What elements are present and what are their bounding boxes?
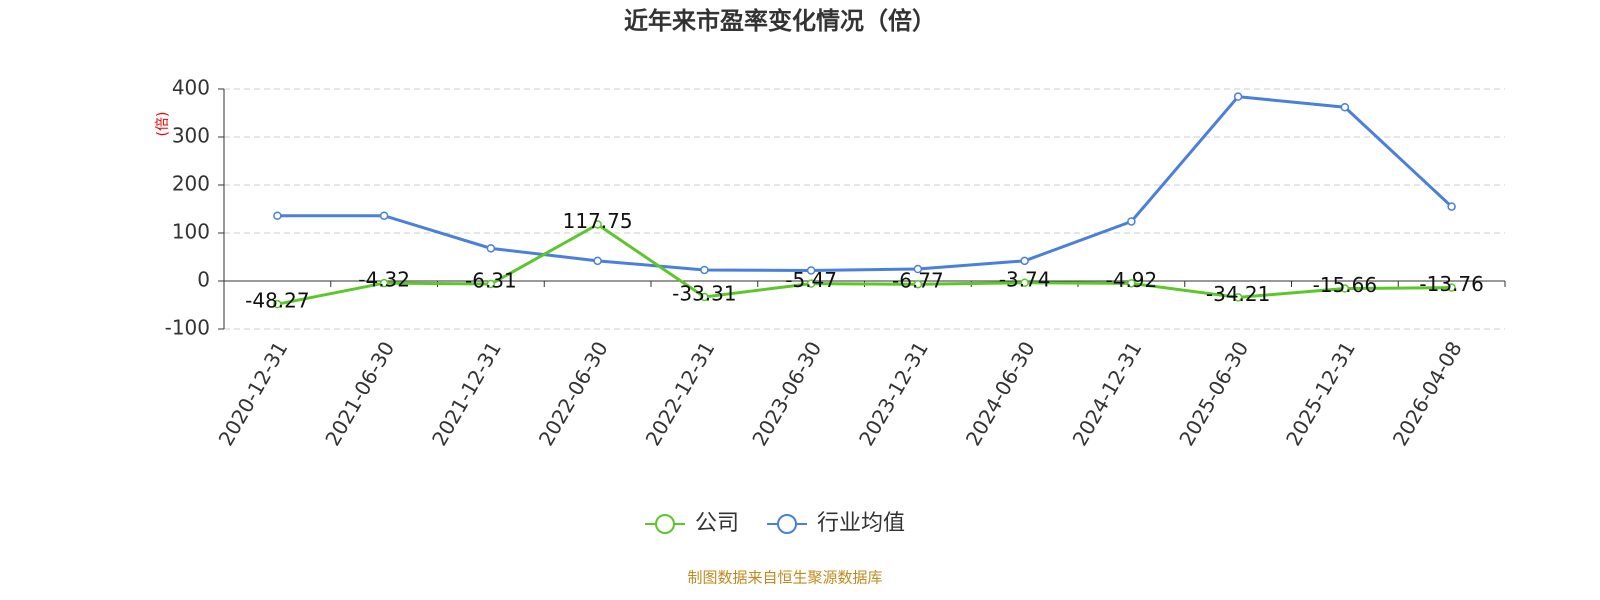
data-label: -4.92 <box>1106 268 1158 292</box>
chart-title: 近年来市盈率变化情况（倍） <box>624 7 936 35</box>
x-tick-label: 2024-06-30 <box>961 337 1040 450</box>
y-axis-label: (倍) <box>155 112 171 137</box>
point <box>806 266 816 275</box>
x-tick-label: 2020-12-31 <box>214 337 293 450</box>
data-label: -3.74 <box>999 267 1051 291</box>
y-tick-label: 400 <box>172 76 210 100</box>
point <box>273 211 282 220</box>
data-label: -48.27 <box>245 289 309 313</box>
legend-marker <box>777 514 798 534</box>
x-tick-label: 2022-06-30 <box>534 337 613 450</box>
point <box>1447 283 1456 292</box>
y-tick-label: 0 <box>197 268 210 292</box>
data-label: -15.66 <box>1313 273 1377 297</box>
y-tick-label: 200 <box>172 172 210 196</box>
data-label: 117.75 <box>563 209 633 233</box>
legend-label: 行业均值 <box>817 511 905 536</box>
data-label: -6.77 <box>892 269 944 293</box>
point <box>379 211 389 220</box>
series-line <box>277 95 1453 272</box>
source-note: 制图数据来自恒生聚源数据库 <box>687 569 882 587</box>
legend-marker <box>655 514 675 534</box>
x-tick-label: 2021-06-30 <box>320 337 399 450</box>
x-tick-label: 2023-12-31 <box>854 337 933 450</box>
point <box>593 220 602 229</box>
point <box>1233 293 1243 302</box>
point <box>806 279 816 288</box>
point <box>379 278 389 288</box>
point <box>1447 202 1456 211</box>
point <box>593 256 602 266</box>
x-tick-label: 2024-12-31 <box>1068 337 1147 450</box>
point <box>913 264 923 274</box>
point <box>1233 92 1243 101</box>
x-tick-label: 2023-06-30 <box>747 337 826 450</box>
data-label: -5.47 <box>785 268 837 292</box>
point <box>1127 217 1136 226</box>
data-label: -6.31 <box>465 269 517 293</box>
point <box>486 244 496 253</box>
point <box>486 279 496 289</box>
data-label: -34.21 <box>1206 282 1270 306</box>
point <box>700 265 709 275</box>
point <box>1340 102 1350 112</box>
point <box>1020 278 1029 288</box>
x-tick-label: 2021-12-31 <box>427 337 506 450</box>
x-tick-label: 2025-12-31 <box>1281 337 1360 450</box>
point <box>1340 284 1350 293</box>
data-label: -4.32 <box>358 268 410 292</box>
x-tick-label: 2025-06-30 <box>1174 337 1253 450</box>
y-tick-label: 100 <box>172 220 210 244</box>
y-tick-label: -100 <box>165 316 210 340</box>
x-tick-label: 2026-04-08 <box>1388 337 1467 450</box>
x-tick-label: 2022-12-31 <box>641 337 720 450</box>
point <box>273 299 282 309</box>
data-label: -13.76 <box>1419 272 1483 296</box>
point <box>1127 279 1136 288</box>
point <box>1020 256 1029 266</box>
y-tick-label: 300 <box>172 124 210 148</box>
legend-label: 公司 <box>695 511 739 536</box>
point <box>700 292 709 302</box>
point <box>913 279 923 289</box>
data-label: -33.31 <box>672 281 736 305</box>
series-line <box>277 222 1452 306</box>
